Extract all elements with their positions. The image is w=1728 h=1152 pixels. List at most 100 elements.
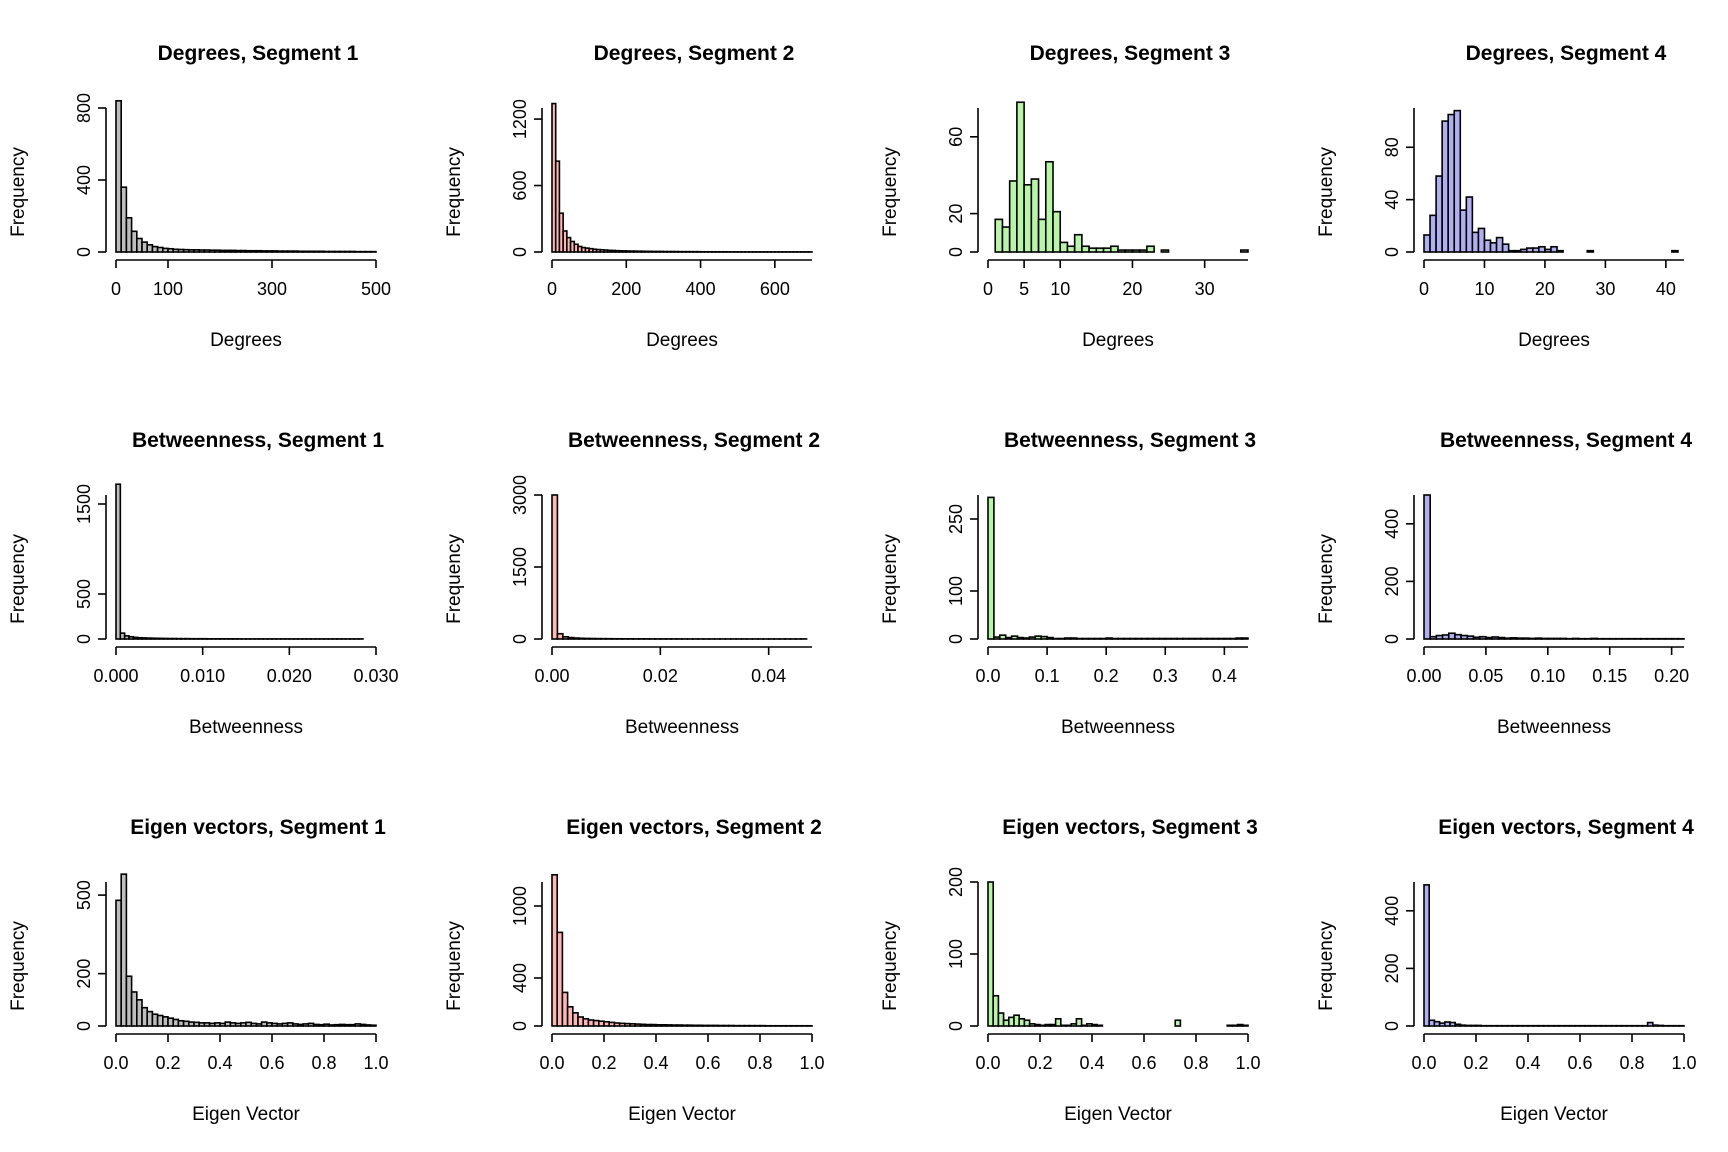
x-axis-label: Eigen Vector <box>192 1104 300 1125</box>
y-tick-label: 100 <box>946 939 966 969</box>
histogram-bar <box>578 637 586 640</box>
histogram-bar <box>1435 175 1443 253</box>
x-tick-label: 300 <box>257 279 287 299</box>
x-axis-label: Degrees <box>210 330 282 351</box>
histogram-bar <box>1556 249 1564 253</box>
x-tick-label: 0.15 <box>1592 666 1627 686</box>
histogram-bar <box>1671 249 1679 253</box>
x-tick-label: 0.030 <box>353 666 398 686</box>
histogram-bar <box>1501 243 1510 253</box>
histogram-bar <box>556 632 564 640</box>
panel-4: Degrees, Segment 4 0 10 20 30 40 Degrees 0 40 80 F… <box>1316 42 1684 351</box>
histogram-bar <box>1571 637 1580 640</box>
x-tick-label: 0.6 <box>695 1053 720 1073</box>
histogram-bar <box>1559 637 1568 640</box>
histogram-bar <box>1075 1017 1083 1027</box>
histogram-bar <box>551 494 559 640</box>
panel-2: Degrees, Segment 2 0 200 400 600 Degrees 0 600 1… <box>444 42 813 351</box>
panel-3: Degrees, Segment 3 0 5 10 20 30 Degrees 0 20 60 Fr… <box>880 42 1249 351</box>
histogram-bar <box>1124 249 1134 253</box>
y-axis-label: Frequency <box>444 921 465 1011</box>
y-tick-label: 1000 <box>510 886 530 926</box>
histogram-bar <box>1046 636 1054 640</box>
x-tick-label: 0.0 <box>975 1053 1000 1073</box>
histogram-bar <box>1040 635 1048 640</box>
panel-title: Betweenness, Segment 1 <box>132 429 384 452</box>
x-tick-label: 0.05 <box>1468 666 1503 686</box>
histogram-bar <box>1553 637 1561 640</box>
y-tick-label: 1200 <box>510 99 530 139</box>
histogram-bar <box>1095 247 1105 253</box>
histogram-bar <box>554 160 561 253</box>
x-axis-label: Betweenness <box>625 717 739 738</box>
panel-title: Degrees, Segment 1 <box>158 42 359 65</box>
histogram-bar <box>1478 635 1487 640</box>
x-tick-label: 0.2 <box>1094 666 1119 686</box>
histogram-bar <box>1054 1017 1062 1027</box>
histogram-bar <box>1066 245 1076 253</box>
histogram-bar <box>1131 249 1141 253</box>
panel-10: Eigen vectors, Segment 2 0.0 0.2 0.4 0.6 0.8 1… <box>444 816 825 1125</box>
x-tick-label: 20 <box>1122 279 1142 299</box>
y-tick-label: 400 <box>1382 509 1402 539</box>
y-tick-label: 60 <box>946 127 966 147</box>
x-axis-label: Degrees <box>1518 330 1590 351</box>
x-axis-label: Eigen Vector <box>628 1104 736 1125</box>
histogram-bar <box>1429 635 1438 640</box>
histogram-bar <box>1117 249 1127 253</box>
x-tick-label: 0.00 <box>1406 666 1441 686</box>
histogram-bar <box>1052 210 1062 253</box>
y-tick-label: 0 <box>1382 247 1402 257</box>
x-tick-label: 0.02 <box>643 666 678 686</box>
histogram-bar <box>1034 635 1042 640</box>
panel-title: Eigen vectors, Segment 3 <box>1002 816 1258 839</box>
x-tick-label: 0.2 <box>1463 1053 1488 1073</box>
histogram-bar <box>1105 637 1113 640</box>
x-tick-label: 40 <box>1656 279 1676 299</box>
x-axis-label: Betweenness <box>189 717 303 738</box>
histogram-bar <box>1235 637 1243 640</box>
x-axis-label: Betweenness <box>1497 717 1611 738</box>
y-tick-label: 0 <box>74 634 94 644</box>
histogram-bar <box>1030 178 1040 253</box>
histogram-bar <box>1081 245 1090 253</box>
x-tick-label: 1.0 <box>1671 1053 1696 1073</box>
histogram-bar <box>992 994 1000 1027</box>
histogram-bar <box>562 636 570 640</box>
histogram-bar <box>1441 634 1450 640</box>
x-tick-label: 0.0 <box>539 1053 564 1073</box>
histogram-bar <box>1454 633 1462 640</box>
y-tick-label: 0 <box>1382 634 1402 644</box>
histogram-bar <box>987 496 995 640</box>
histogram-bar <box>1497 636 1506 640</box>
y-tick-label: 0 <box>510 247 530 257</box>
histogram-bar <box>1489 242 1498 253</box>
histogram-bar <box>1544 248 1552 253</box>
histogram-bar <box>1483 239 1492 253</box>
histogram-bar <box>1522 637 1531 640</box>
panel-title: Degrees, Segment 2 <box>594 42 795 65</box>
histogram-bar <box>994 218 1004 253</box>
y-axis-label: Frequency <box>880 921 901 1011</box>
x-tick-label: 0.0 <box>103 1053 128 1073</box>
histogram-bar <box>1590 637 1599 640</box>
x-tick-label: 10 <box>1474 279 1494 299</box>
histogram-bar <box>1022 637 1031 640</box>
x-tick-label: 0.4 <box>1515 1053 1540 1073</box>
panel-12: Eigen vectors, Segment 4 0.0 0.2 0.4 0.6 0.8 1… <box>1316 816 1697 1125</box>
histogram-bar <box>115 483 122 640</box>
histogram-bar <box>1586 249 1595 253</box>
y-tick-label: 20 <box>946 204 966 224</box>
histogram-bar <box>1453 109 1462 253</box>
histogram-bar <box>1534 637 1543 640</box>
y-axis-label: Frequency <box>1316 147 1337 237</box>
y-tick-label: 400 <box>510 963 530 993</box>
histogram-bar <box>120 873 128 1027</box>
y-tick-label: 40 <box>1382 190 1402 210</box>
panel-title: Eigen vectors, Segment 1 <box>130 816 386 839</box>
panel-title: Eigen vectors, Segment 4 <box>1438 816 1694 839</box>
histogram-bar <box>556 931 564 1027</box>
histogram-bar <box>1069 637 1078 640</box>
histogram-bar <box>1429 214 1437 253</box>
